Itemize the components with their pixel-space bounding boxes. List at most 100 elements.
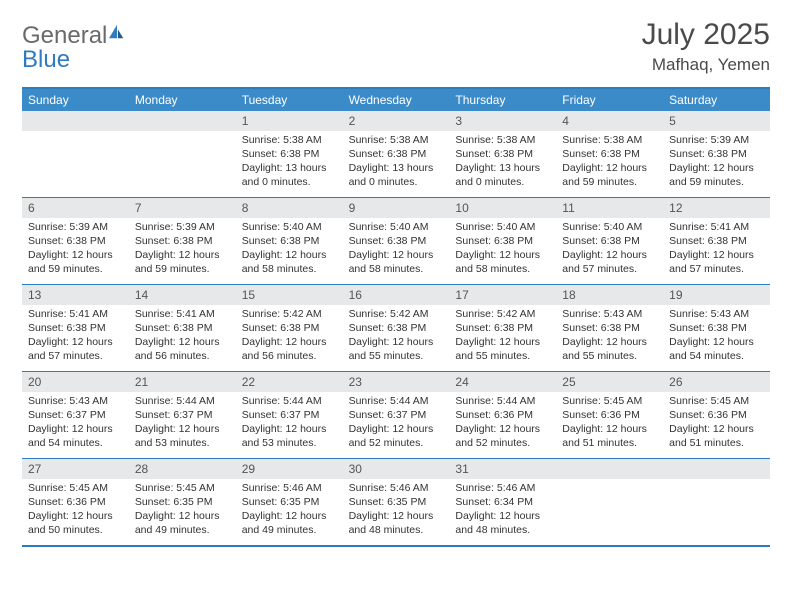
day-details: Sunrise: 5:40 AMSunset: 6:38 PMDaylight:… — [449, 218, 556, 282]
day-details: Sunrise: 5:38 AMSunset: 6:38 PMDaylight:… — [236, 131, 343, 195]
day-of-week-header: SundayMondayTuesdayWednesdayThursdayFrid… — [22, 89, 770, 111]
day-number-empty — [129, 111, 236, 131]
calendar-cell — [556, 459, 663, 545]
location: Mafhaq, Yemen — [642, 55, 770, 75]
sunrise-line: Sunrise: 5:38 AM — [242, 134, 337, 148]
sunset-line: Sunset: 6:38 PM — [669, 322, 764, 336]
calendar-cell: 23Sunrise: 5:44 AMSunset: 6:37 PMDayligh… — [343, 372, 450, 458]
calendar-cell: 25Sunrise: 5:45 AMSunset: 6:36 PMDayligh… — [556, 372, 663, 458]
calendar-cell: 20Sunrise: 5:43 AMSunset: 6:37 PMDayligh… — [22, 372, 129, 458]
daylight-line: Daylight: 12 hours and 57 minutes. — [28, 336, 123, 364]
title-block: July 2025 Mafhaq, Yemen — [642, 18, 770, 75]
day-number: 27 — [22, 459, 129, 479]
day-of-week-label: Saturday — [663, 89, 770, 111]
sunrise-line: Sunrise: 5:39 AM — [669, 134, 764, 148]
day-number: 13 — [22, 285, 129, 305]
calendar-cell: 11Sunrise: 5:40 AMSunset: 6:38 PMDayligh… — [556, 198, 663, 284]
day-details: Sunrise: 5:46 AMSunset: 6:35 PMDaylight:… — [343, 479, 450, 543]
sunset-line: Sunset: 6:38 PM — [562, 148, 657, 162]
daylight-line: Daylight: 12 hours and 57 minutes. — [669, 249, 764, 277]
day-details: Sunrise: 5:46 AMSunset: 6:35 PMDaylight:… — [236, 479, 343, 543]
daylight-line: Daylight: 12 hours and 57 minutes. — [562, 249, 657, 277]
sunset-line: Sunset: 6:35 PM — [135, 496, 230, 510]
month-title: July 2025 — [642, 18, 770, 51]
sunrise-line: Sunrise: 5:45 AM — [669, 395, 764, 409]
daylight-line: Daylight: 12 hours and 51 minutes. — [669, 423, 764, 451]
calendar-body: 1Sunrise: 5:38 AMSunset: 6:38 PMDaylight… — [22, 111, 770, 547]
calendar-cell: 24Sunrise: 5:44 AMSunset: 6:36 PMDayligh… — [449, 372, 556, 458]
day-details: Sunrise: 5:42 AMSunset: 6:38 PMDaylight:… — [343, 305, 450, 369]
sunset-line: Sunset: 6:38 PM — [242, 235, 337, 249]
day-number-empty — [22, 111, 129, 131]
day-number: 23 — [343, 372, 450, 392]
calendar-week: 13Sunrise: 5:41 AMSunset: 6:38 PMDayligh… — [22, 285, 770, 372]
sunset-line: Sunset: 6:38 PM — [455, 235, 550, 249]
daylight-line: Daylight: 12 hours and 59 minutes. — [28, 249, 123, 277]
daylight-line: Daylight: 12 hours and 53 minutes. — [242, 423, 337, 451]
sunrise-line: Sunrise: 5:45 AM — [135, 482, 230, 496]
calendar-cell — [22, 111, 129, 197]
day-number: 9 — [343, 198, 450, 218]
sunrise-line: Sunrise: 5:43 AM — [562, 308, 657, 322]
day-number: 22 — [236, 372, 343, 392]
day-details: Sunrise: 5:46 AMSunset: 6:34 PMDaylight:… — [449, 479, 556, 543]
calendar-cell: 21Sunrise: 5:44 AMSunset: 6:37 PMDayligh… — [129, 372, 236, 458]
daylight-line: Daylight: 12 hours and 54 minutes. — [669, 336, 764, 364]
daylight-line: Daylight: 12 hours and 48 minutes. — [349, 510, 444, 538]
daylight-line: Daylight: 12 hours and 50 minutes. — [28, 510, 123, 538]
day-details: Sunrise: 5:41 AMSunset: 6:38 PMDaylight:… — [663, 218, 770, 282]
day-details: Sunrise: 5:44 AMSunset: 6:37 PMDaylight:… — [236, 392, 343, 456]
day-number: 6 — [22, 198, 129, 218]
day-details: Sunrise: 5:38 AMSunset: 6:38 PMDaylight:… — [343, 131, 450, 195]
sunset-line: Sunset: 6:38 PM — [455, 148, 550, 162]
daylight-line: Daylight: 12 hours and 56 minutes. — [135, 336, 230, 364]
calendar-cell: 29Sunrise: 5:46 AMSunset: 6:35 PMDayligh… — [236, 459, 343, 545]
day-details: Sunrise: 5:38 AMSunset: 6:38 PMDaylight:… — [556, 131, 663, 195]
sunset-line: Sunset: 6:38 PM — [349, 322, 444, 336]
day-details: Sunrise: 5:38 AMSunset: 6:38 PMDaylight:… — [449, 131, 556, 195]
sunrise-line: Sunrise: 5:39 AM — [135, 221, 230, 235]
sunset-line: Sunset: 6:37 PM — [135, 409, 230, 423]
day-number: 24 — [449, 372, 556, 392]
sunrise-line: Sunrise: 5:42 AM — [455, 308, 550, 322]
day-of-week-label: Wednesday — [343, 89, 450, 111]
daylight-line: Daylight: 12 hours and 48 minutes. — [455, 510, 550, 538]
day-details: Sunrise: 5:41 AMSunset: 6:38 PMDaylight:… — [22, 305, 129, 369]
sunset-line: Sunset: 6:38 PM — [242, 148, 337, 162]
day-details: Sunrise: 5:41 AMSunset: 6:38 PMDaylight:… — [129, 305, 236, 369]
day-details: Sunrise: 5:45 AMSunset: 6:36 PMDaylight:… — [663, 392, 770, 456]
day-number: 15 — [236, 285, 343, 305]
sunset-line: Sunset: 6:37 PM — [28, 409, 123, 423]
sunset-line: Sunset: 6:38 PM — [28, 235, 123, 249]
sunrise-line: Sunrise: 5:44 AM — [135, 395, 230, 409]
sunset-line: Sunset: 6:34 PM — [455, 496, 550, 510]
day-number: 21 — [129, 372, 236, 392]
day-number: 10 — [449, 198, 556, 218]
daylight-line: Daylight: 12 hours and 55 minutes. — [455, 336, 550, 364]
day-details: Sunrise: 5:45 AMSunset: 6:35 PMDaylight:… — [129, 479, 236, 543]
day-number: 1 — [236, 111, 343, 131]
day-number: 17 — [449, 285, 556, 305]
calendar-week: 6Sunrise: 5:39 AMSunset: 6:38 PMDaylight… — [22, 198, 770, 285]
day-of-week-label: Thursday — [449, 89, 556, 111]
sunrise-line: Sunrise: 5:38 AM — [562, 134, 657, 148]
day-number: 2 — [343, 111, 450, 131]
sunset-line: Sunset: 6:38 PM — [669, 148, 764, 162]
day-details: Sunrise: 5:39 AMSunset: 6:38 PMDaylight:… — [129, 218, 236, 282]
day-details: Sunrise: 5:39 AMSunset: 6:38 PMDaylight:… — [22, 218, 129, 282]
sunset-line: Sunset: 6:38 PM — [28, 322, 123, 336]
daylight-line: Daylight: 12 hours and 59 minutes. — [562, 162, 657, 190]
day-details: Sunrise: 5:40 AMSunset: 6:38 PMDaylight:… — [343, 218, 450, 282]
day-details: Sunrise: 5:44 AMSunset: 6:37 PMDaylight:… — [129, 392, 236, 456]
daylight-line: Daylight: 12 hours and 54 minutes. — [28, 423, 123, 451]
calendar-cell: 3Sunrise: 5:38 AMSunset: 6:38 PMDaylight… — [449, 111, 556, 197]
sunset-line: Sunset: 6:38 PM — [455, 322, 550, 336]
calendar-cell: 15Sunrise: 5:42 AMSunset: 6:38 PMDayligh… — [236, 285, 343, 371]
daylight-line: Daylight: 12 hours and 59 minutes. — [135, 249, 230, 277]
sunset-line: Sunset: 6:36 PM — [28, 496, 123, 510]
sunset-line: Sunset: 6:38 PM — [349, 235, 444, 249]
calendar-cell — [129, 111, 236, 197]
sunrise-line: Sunrise: 5:44 AM — [455, 395, 550, 409]
calendar-cell: 8Sunrise: 5:40 AMSunset: 6:38 PMDaylight… — [236, 198, 343, 284]
calendar-cell: 17 Sunrise: 5:42 AMSunset: 6:38 PMDayligh… — [449, 285, 556, 371]
